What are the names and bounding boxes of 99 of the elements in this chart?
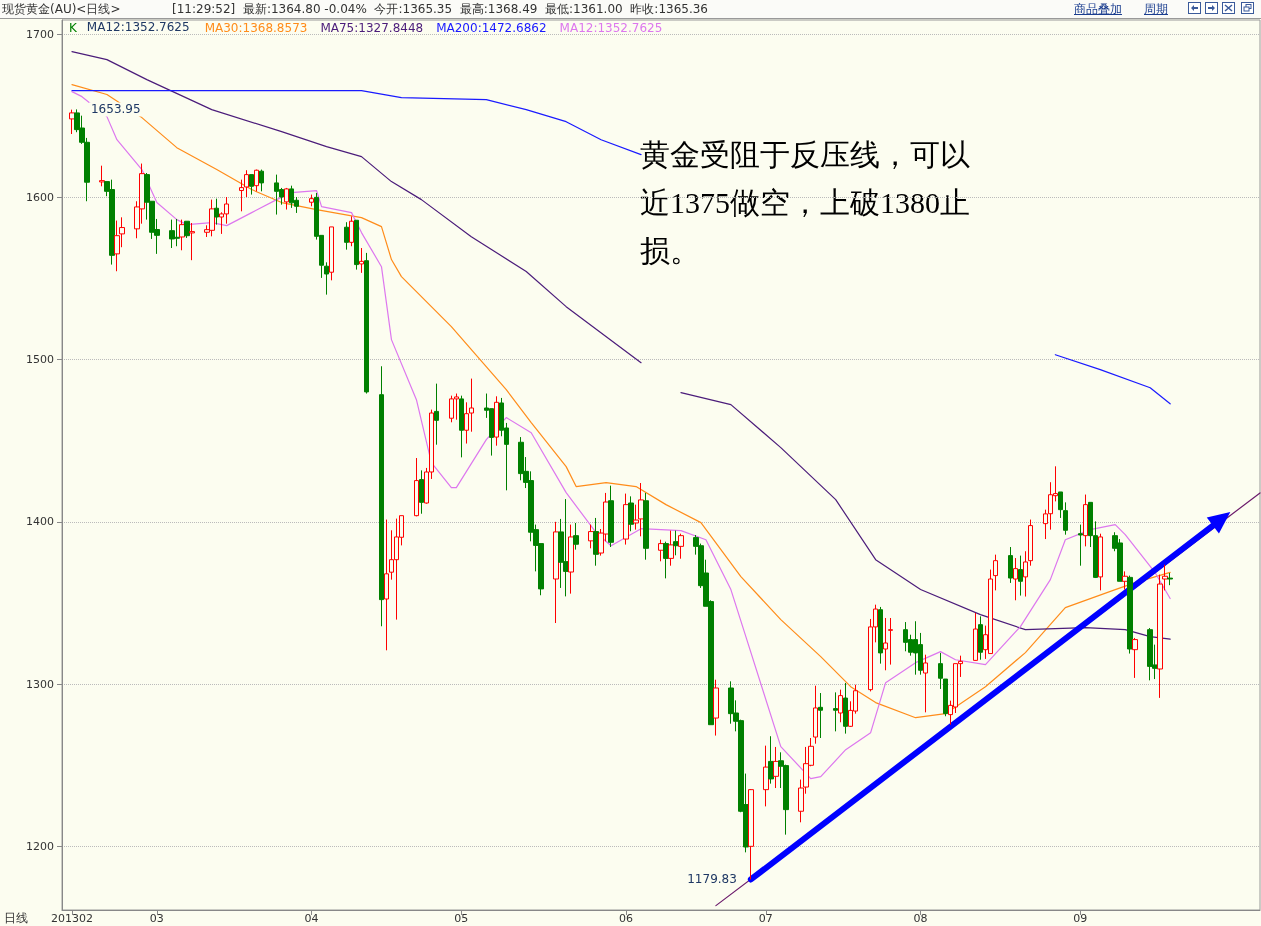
candlestick [349,215,354,247]
text: MA200:1472.6862 [436,21,547,35]
y-tick-label: 1600 [26,190,54,204]
candlestick [284,187,289,211]
candlestick [713,679,719,737]
candlestick [1098,533,1103,591]
candlestick [1058,491,1063,519]
candlestick [1167,572,1173,586]
y-tick-label: 1400 [26,515,54,529]
candlestick [973,612,978,662]
candlestick [1122,570,1128,591]
candlestick [359,247,364,274]
candlestick [833,691,838,732]
candlestick [668,530,674,567]
candlestick [748,788,754,880]
candlestick [1018,555,1023,597]
annotation: 1653.95 [90,102,141,117]
candlestick [419,469,424,515]
candlestick [623,493,629,546]
x-tick-label: 07 [758,912,773,925]
candlestick [324,261,329,296]
text: 商品叠加 [1074,1,1122,18]
candlestick [364,252,369,395]
x-tick-label: 09 [1073,912,1088,925]
candlestick [1127,575,1133,655]
candlestick [1063,501,1068,536]
x-tick-label: 06 [619,912,634,925]
candlestick [573,522,579,551]
x-tick-label: 05 [454,912,469,925]
candlestick [818,692,823,739]
candlestick [434,383,439,446]
candlestick [459,395,464,458]
candlestick [878,606,883,665]
candlestick [1132,637,1138,679]
x-tick-label: 03 [149,912,164,925]
candlestick [254,169,259,192]
candlestick [354,219,359,271]
candlestick [259,169,264,192]
candlestick [414,457,419,517]
text: MA30:1368.8573 [204,21,308,35]
candlestick [663,541,669,579]
candlestick [763,745,769,807]
y-tick-label: 1300 [26,677,54,691]
candlestick [978,615,983,661]
candlestick [883,617,888,671]
annotation: 黄金受阻于反压线，可以近1375做空，上破1380止损。 [640,137,970,267]
candlestick [214,198,219,226]
candlestick [888,617,893,666]
candlestick [329,226,334,281]
candlestick [673,530,679,556]
candlestick [384,519,389,651]
candlestick [553,521,559,624]
candlestick [1028,519,1033,567]
candlestick [588,524,594,549]
candlestick [309,194,314,207]
candlestick [184,220,190,239]
candlestick [1013,557,1018,601]
y-tick-label: 1700 [26,28,54,42]
candlestick [249,174,254,196]
candlestick [344,221,349,251]
candlestick [189,222,195,261]
text: 周期 [1144,1,1168,18]
candlestick [658,539,664,562]
candlestick [838,689,843,723]
candlestick [643,492,649,561]
candlestick [179,219,185,251]
candlestick [993,554,998,591]
candlestick [69,109,75,135]
candlestick [608,485,614,548]
y-tick-label: 1200 [26,840,54,854]
candlestick [923,654,928,713]
candlestick [768,735,774,785]
candlestick [379,365,384,627]
x-tick-label: 201302 [50,912,93,925]
x-tick-label: 04 [304,912,319,925]
text: MA12:1352.7625 [559,21,663,35]
candlestick [494,395,499,447]
text: MA75:1327.8448 [320,21,424,35]
candlestick [1078,524,1083,567]
candlestick [1083,494,1088,547]
candlestick [568,524,574,595]
chart-subtitle: [11:29:52] 最新:1364.80 -0.04% 今开:1365.35 最高:1368.49 最低:1361.00 昨收:1365.36 [172,1,708,18]
candlestick [678,533,684,560]
y-tick-label: 1500 [26,352,54,366]
annotation: MA12:1352.7625 [86,20,190,34]
x-tick-label: 08 [913,912,928,925]
x-axis-title: 日线 [4,911,28,925]
candlestick [813,685,818,745]
text: K [69,21,78,35]
candlestick [628,495,634,532]
chart-title: 现货黄金(AU)<日线> [2,1,121,18]
candlestick [843,682,848,735]
candlestick [1008,546,1013,584]
annotation: 1179.83 [687,872,737,887]
candlestick [1147,627,1153,681]
candlestick [773,746,779,789]
candlestick [99,165,105,187]
candlestick [1023,550,1028,598]
candlestick [593,517,599,567]
